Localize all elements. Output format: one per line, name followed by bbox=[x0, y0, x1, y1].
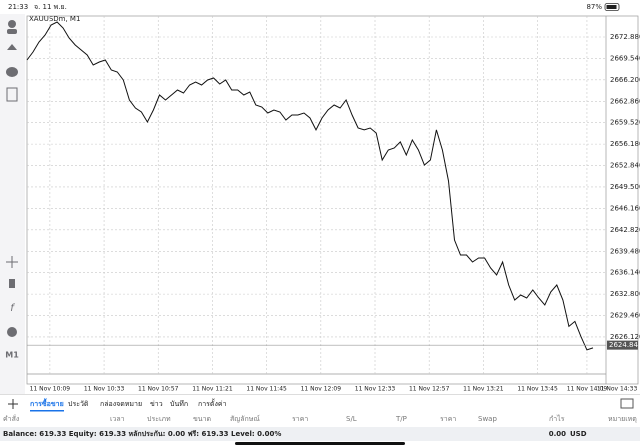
battery-fill bbox=[606, 5, 617, 9]
y-tick-label: 2646.160 bbox=[610, 204, 640, 212]
timeframe-button[interactable]: M1 bbox=[5, 351, 19, 360]
y-tick-label: 2632.800 bbox=[610, 290, 640, 298]
column-header: ประเภท bbox=[147, 415, 171, 423]
column-header: ขนาด bbox=[193, 415, 211, 423]
new-order-icon[interactable] bbox=[6, 87, 18, 102]
column-header: หมายเหตุ bbox=[608, 415, 637, 423]
tab[interactable]: ประวัติ bbox=[68, 400, 89, 408]
y-tick-label: 2642.820 bbox=[610, 226, 640, 234]
currency: USD bbox=[570, 430, 587, 438]
status-date: จ. 11 พ.ย. bbox=[34, 3, 67, 11]
column-header: ราคา bbox=[440, 415, 456, 423]
tab[interactable]: บันทึก bbox=[170, 399, 188, 408]
x-tick-label: 11 Nov 12:09 bbox=[301, 386, 342, 393]
account-icon-body bbox=[7, 29, 17, 34]
trade-icon[interactable] bbox=[7, 44, 17, 50]
x-tick-label: 11 Nov 11:21 bbox=[192, 386, 233, 393]
total-profit: 0.00 bbox=[549, 430, 566, 438]
column-header: เวลา bbox=[110, 415, 125, 423]
divider bbox=[0, 394, 640, 395]
price-line bbox=[26, 21, 594, 351]
column-header: ราคา bbox=[292, 415, 308, 423]
x-tick-label: 11 Nov 14:09 bbox=[567, 386, 608, 393]
home-indicator bbox=[235, 442, 405, 445]
y-tick-label: 2629.460 bbox=[610, 312, 640, 320]
chat-icon[interactable] bbox=[6, 67, 18, 77]
symbol-label: XAUUSDm, M1 bbox=[29, 15, 80, 23]
x-tick-label: 11 Nov 13:45 bbox=[517, 386, 558, 393]
x-tick-label: 11 Nov 10:33 bbox=[84, 386, 125, 393]
y-tick-label: 2639.480 bbox=[610, 247, 640, 255]
add-button[interactable] bbox=[8, 399, 18, 409]
last-price-box bbox=[607, 340, 638, 350]
x-tick-label: 11 Nov 13:21 bbox=[463, 386, 504, 393]
y-tick-label: 2672.880 bbox=[610, 33, 640, 41]
y-tick-label: 2666.200 bbox=[610, 76, 640, 84]
tab[interactable]: กล่องจดหมาย bbox=[100, 400, 142, 408]
active-tab-underline bbox=[30, 410, 64, 412]
battery-icon bbox=[604, 3, 620, 11]
tab[interactable]: การซื้อขาย bbox=[30, 397, 64, 408]
account-icon[interactable] bbox=[8, 20, 16, 28]
y-tick-label: 2626.120 bbox=[610, 333, 640, 341]
y-tick-label: 2636.140 bbox=[610, 269, 640, 277]
column-header: คำสั่ง bbox=[3, 414, 19, 423]
layout-button[interactable] bbox=[620, 398, 634, 409]
tab[interactable]: ข่าว bbox=[150, 400, 163, 408]
y-tick-label: 2656.180 bbox=[610, 140, 640, 148]
indicator-icon[interactable]: f bbox=[10, 303, 15, 314]
x-tick-label: 11 Nov 10:09 bbox=[30, 386, 71, 393]
column-header: สัญลักษณ์ bbox=[230, 415, 260, 423]
y-tick-label: 2669.540 bbox=[610, 54, 640, 62]
column-header: กำไร bbox=[549, 414, 565, 423]
balance-bar bbox=[0, 427, 640, 441]
x-tick-label: 11 Nov 12:57 bbox=[409, 386, 450, 393]
column-header: S/L bbox=[346, 415, 357, 423]
battery-level: 87% bbox=[586, 3, 602, 11]
chart-type-icon[interactable] bbox=[9, 279, 15, 288]
account-summary: Balance: 619.33 Equity: 619.33 หลักประกั… bbox=[3, 430, 281, 438]
column-header: T/P bbox=[395, 415, 407, 423]
y-tick-label: 2659.520 bbox=[610, 119, 640, 127]
last-price-label: 2624.847 bbox=[609, 341, 640, 349]
column-header: Swap bbox=[478, 415, 497, 423]
x-tick-label: 11 Nov 14:33 bbox=[597, 386, 638, 393]
x-tick-label: 11 Nov 10:57 bbox=[138, 386, 179, 393]
chart-frame bbox=[26, 15, 639, 385]
crosshair-icon[interactable] bbox=[6, 256, 18, 268]
tab[interactable]: การตั้งค่า bbox=[198, 397, 227, 408]
y-tick-label: 2652.840 bbox=[610, 162, 640, 170]
x-tick-label: 11 Nov 12:33 bbox=[355, 386, 396, 393]
y-tick-label: 2662.860 bbox=[610, 97, 640, 105]
y-tick-label: 2649.500 bbox=[610, 183, 640, 191]
objects-icon[interactable] bbox=[7, 327, 17, 337]
status-time: 21:33 bbox=[8, 3, 28, 11]
x-tick-label: 11 Nov 11:45 bbox=[246, 386, 287, 393]
